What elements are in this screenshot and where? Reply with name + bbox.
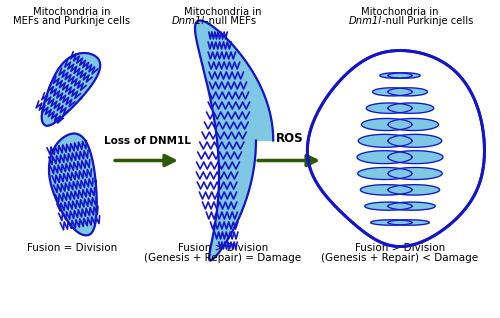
Polygon shape <box>388 88 428 96</box>
Polygon shape <box>388 168 442 179</box>
Polygon shape <box>49 134 97 235</box>
Text: MEFs and Purkinje cells: MEFs and Purkinje cells <box>14 16 130 26</box>
Polygon shape <box>388 220 430 225</box>
Text: Dnm1l: Dnm1l <box>172 16 205 26</box>
Polygon shape <box>370 220 412 225</box>
Text: ‑null MEFs: ‑null MEFs <box>205 16 256 26</box>
Text: Fusion > Division: Fusion > Division <box>355 243 445 253</box>
Text: Dnm1l: Dnm1l <box>349 16 382 26</box>
Polygon shape <box>360 185 412 195</box>
Text: (Genesis + Repair) = Damage: (Genesis + Repair) = Damage <box>144 253 302 263</box>
Text: Mitochondria in: Mitochondria in <box>184 7 262 17</box>
Text: Fusion = Division: Fusion = Division <box>27 243 117 253</box>
Polygon shape <box>358 135 412 147</box>
Polygon shape <box>364 202 412 210</box>
Text: (Genesis + Repair) < Damage: (Genesis + Repair) < Damage <box>322 253 478 263</box>
Polygon shape <box>388 135 442 147</box>
Polygon shape <box>372 88 412 96</box>
Text: Mitochondria in: Mitochondria in <box>361 7 439 17</box>
Polygon shape <box>380 73 412 78</box>
Text: ROS: ROS <box>276 133 304 146</box>
Polygon shape <box>357 151 412 164</box>
Polygon shape <box>195 20 273 260</box>
Polygon shape <box>308 51 484 246</box>
Polygon shape <box>388 103 434 113</box>
Polygon shape <box>362 119 412 130</box>
Polygon shape <box>366 103 412 113</box>
Polygon shape <box>388 202 436 210</box>
Text: Fusion > Division: Fusion > Division <box>178 243 268 253</box>
Polygon shape <box>388 73 420 78</box>
Text: Mitochondria in: Mitochondria in <box>33 7 111 17</box>
Polygon shape <box>388 119 438 130</box>
Text: Loss of DNM1L: Loss of DNM1L <box>104 135 190 146</box>
Text: ‑null Purkinje cells: ‑null Purkinje cells <box>382 16 474 26</box>
Polygon shape <box>388 151 443 164</box>
Polygon shape <box>358 168 412 179</box>
Polygon shape <box>42 53 100 126</box>
Polygon shape <box>388 185 440 195</box>
